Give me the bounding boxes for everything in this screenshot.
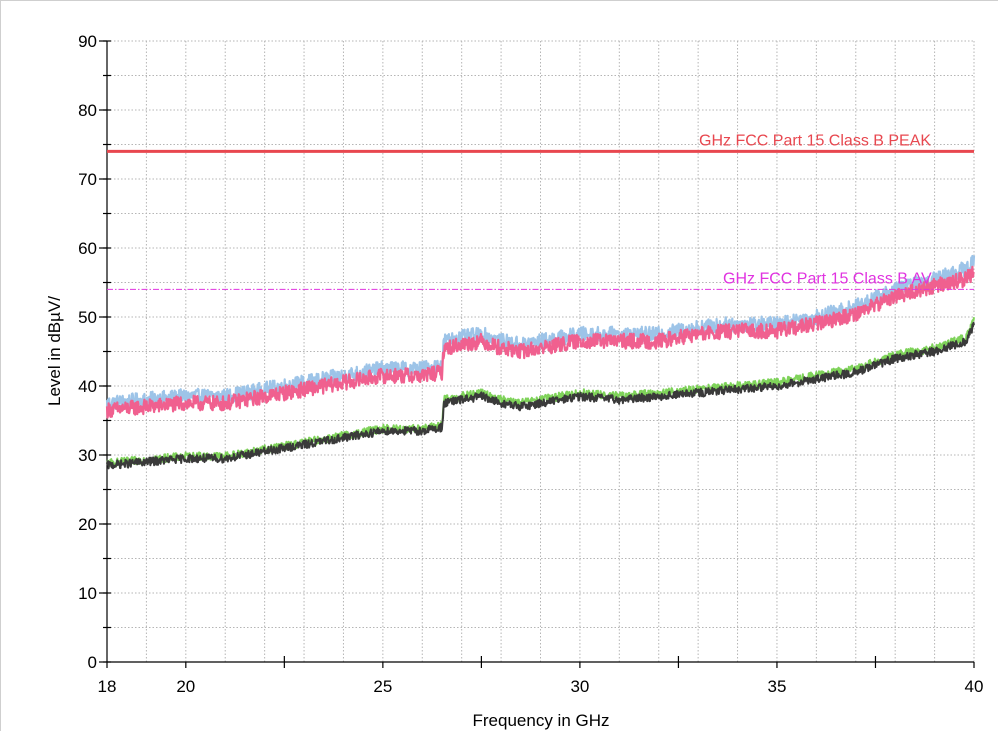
- y-tick-label: 30: [78, 446, 97, 465]
- y-tick-label: 80: [78, 101, 97, 120]
- limit-label-2: GHz FCC Part 15 Class B AV: [723, 270, 932, 287]
- x-tick-label: 20: [176, 677, 195, 696]
- y-tick-label: 20: [78, 515, 97, 534]
- ticks: 0 10 20 30 40 50 60 70 80 90 18 20 25 30 35 40: [78, 32, 983, 696]
- x-axis-title: Frequency in GHz: [473, 711, 610, 730]
- x-tick-label: 35: [767, 677, 786, 696]
- y-tick-label: 10: [78, 584, 97, 603]
- y-tick-label: 60: [78, 239, 97, 258]
- series-line-2: [105, 265, 975, 419]
- y-tick-label: 40: [78, 377, 97, 396]
- series-line-4: [106, 321, 975, 470]
- y-tick-label: 70: [78, 170, 97, 189]
- limit-label-1: GHz FCC Part 15 Class B PEAK: [699, 132, 931, 149]
- y-axis-title: Level in dBµV/: [45, 296, 64, 406]
- x-tick-label: 25: [373, 677, 392, 696]
- y-tick-label: 90: [78, 32, 97, 51]
- y-tick-label: 0: [88, 653, 97, 672]
- x-tick-label: 30: [570, 677, 589, 696]
- x-tick-label: 40: [965, 677, 984, 696]
- limit-lines: GHz FCC Part 15 Class B PEAK GHz FCC Part…: [107, 132, 974, 290]
- y-tick-label: 50: [78, 308, 97, 327]
- series: [105, 254, 976, 470]
- x-tick-label: 18: [98, 677, 117, 696]
